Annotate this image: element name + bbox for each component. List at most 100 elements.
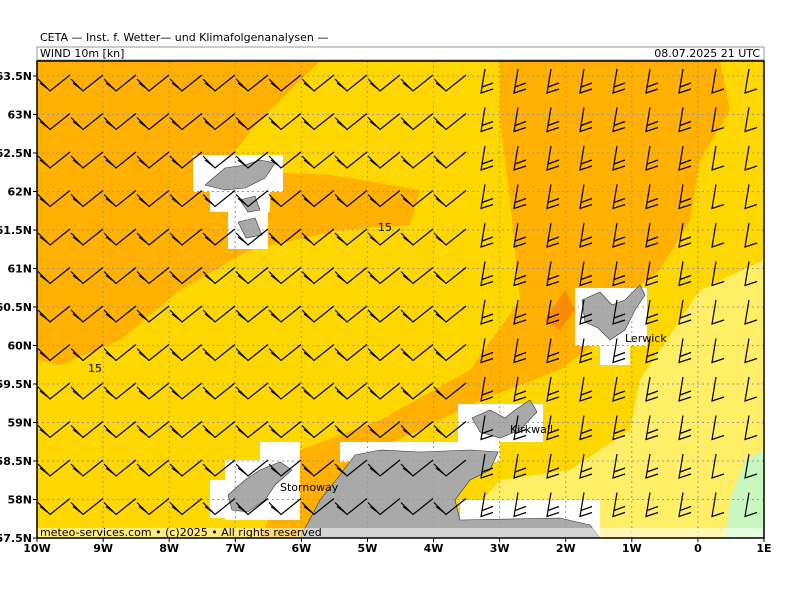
wind-barb [334, 459, 368, 477]
wind-barb [400, 151, 434, 169]
barb-feather [547, 313, 560, 319]
wind-barb [37, 382, 71, 400]
barb-feather [105, 236, 115, 244]
wind-barb [268, 382, 302, 400]
wind-barb [169, 344, 203, 362]
wind-barb [678, 184, 692, 210]
barb-feather [547, 351, 560, 358]
barb-feather [481, 236, 494, 242]
barb-feather [613, 428, 626, 435]
wind-barb [70, 459, 104, 477]
barb-feather [39, 236, 49, 244]
barb-feather [580, 313, 593, 319]
wind-barb [513, 453, 527, 479]
wind-barb [612, 222, 626, 248]
barb-feather [138, 275, 148, 282]
barb-feather [138, 82, 148, 90]
wind-barb [136, 113, 170, 131]
title: CETA — Inst. f. Wetter— und Klimafolgena… [40, 31, 328, 44]
wind-barb [301, 113, 335, 131]
wind-barb [645, 107, 659, 133]
barb-feather [303, 198, 313, 205]
barb-feather [237, 506, 247, 513]
wind-barb [136, 190, 170, 208]
wind-barb [579, 68, 593, 94]
lon-label: 4W [424, 542, 444, 555]
wind-barb [400, 74, 434, 92]
wind-barb [612, 68, 626, 94]
wind-barb [678, 261, 692, 287]
barb-feather [679, 159, 692, 165]
wind-barb [744, 107, 758, 133]
wind-barb [480, 492, 494, 518]
wind-barb [612, 492, 626, 518]
wind-barb [579, 376, 593, 402]
wind-barb [400, 113, 434, 131]
barb-feather [105, 467, 115, 475]
barb-feather [481, 159, 494, 165]
wind-barb [235, 344, 269, 362]
barb-feather [679, 428, 692, 435]
wind-barb [711, 184, 725, 210]
barb-feather [547, 82, 560, 88]
barb-feather [204, 121, 214, 128]
lon-label: 1E [756, 542, 771, 555]
wind-barb [744, 145, 758, 171]
barb-feather [613, 274, 626, 281]
wind-barb [235, 151, 269, 169]
wind-barb [513, 338, 527, 364]
wind-barb [70, 498, 104, 516]
wind-barb [367, 305, 401, 323]
wind-barb [678, 492, 692, 518]
wind-barb [744, 299, 758, 325]
wind-barb [103, 382, 137, 400]
lat-label: 63N [7, 109, 32, 122]
barb-feather [72, 275, 82, 282]
wind-barb [645, 222, 659, 248]
wind-barb [546, 415, 560, 441]
barb-feather [303, 159, 313, 167]
barb-feather [613, 351, 626, 358]
barb-feather [270, 313, 280, 321]
barb-feather [679, 197, 692, 204]
barb-feather [171, 275, 181, 282]
wind-barb [334, 228, 368, 246]
barb-feather [138, 236, 148, 244]
wind-barb [546, 68, 560, 94]
barb-feather [303, 313, 313, 321]
barb-feather [72, 467, 82, 475]
wind-barb [433, 498, 467, 516]
barb-feather [369, 121, 379, 128]
place-label: Kirkwall [510, 423, 553, 436]
wind-barb [480, 68, 494, 94]
barb-feather [72, 390, 82, 398]
wind-barb [268, 151, 302, 169]
barb-feather [481, 313, 494, 319]
barb-feather [679, 351, 692, 358]
barb-feather [580, 120, 593, 127]
wind-barb [367, 113, 401, 131]
wind-barb [546, 145, 560, 171]
wind-barb [37, 74, 71, 92]
wind-barb [513, 107, 527, 133]
barb-feather [369, 275, 379, 282]
wind-barb [711, 68, 725, 94]
wind-barb [645, 145, 659, 171]
barb-feather [679, 274, 692, 281]
field-light [450, 260, 764, 538]
wind-barb [579, 107, 593, 133]
wind-barb [103, 228, 137, 246]
barb-feather [402, 159, 412, 167]
wind-barb [711, 492, 725, 518]
barb-feather [204, 506, 214, 513]
lon-label: 5W [358, 542, 378, 555]
barb-feather [646, 236, 659, 242]
wind-barb [546, 299, 560, 325]
wind-barb [678, 415, 692, 441]
wind-barb [645, 415, 659, 441]
wind-barb [136, 344, 170, 362]
barb-feather [39, 352, 49, 359]
wind-barb [546, 376, 560, 402]
wind-barb [480, 184, 494, 210]
